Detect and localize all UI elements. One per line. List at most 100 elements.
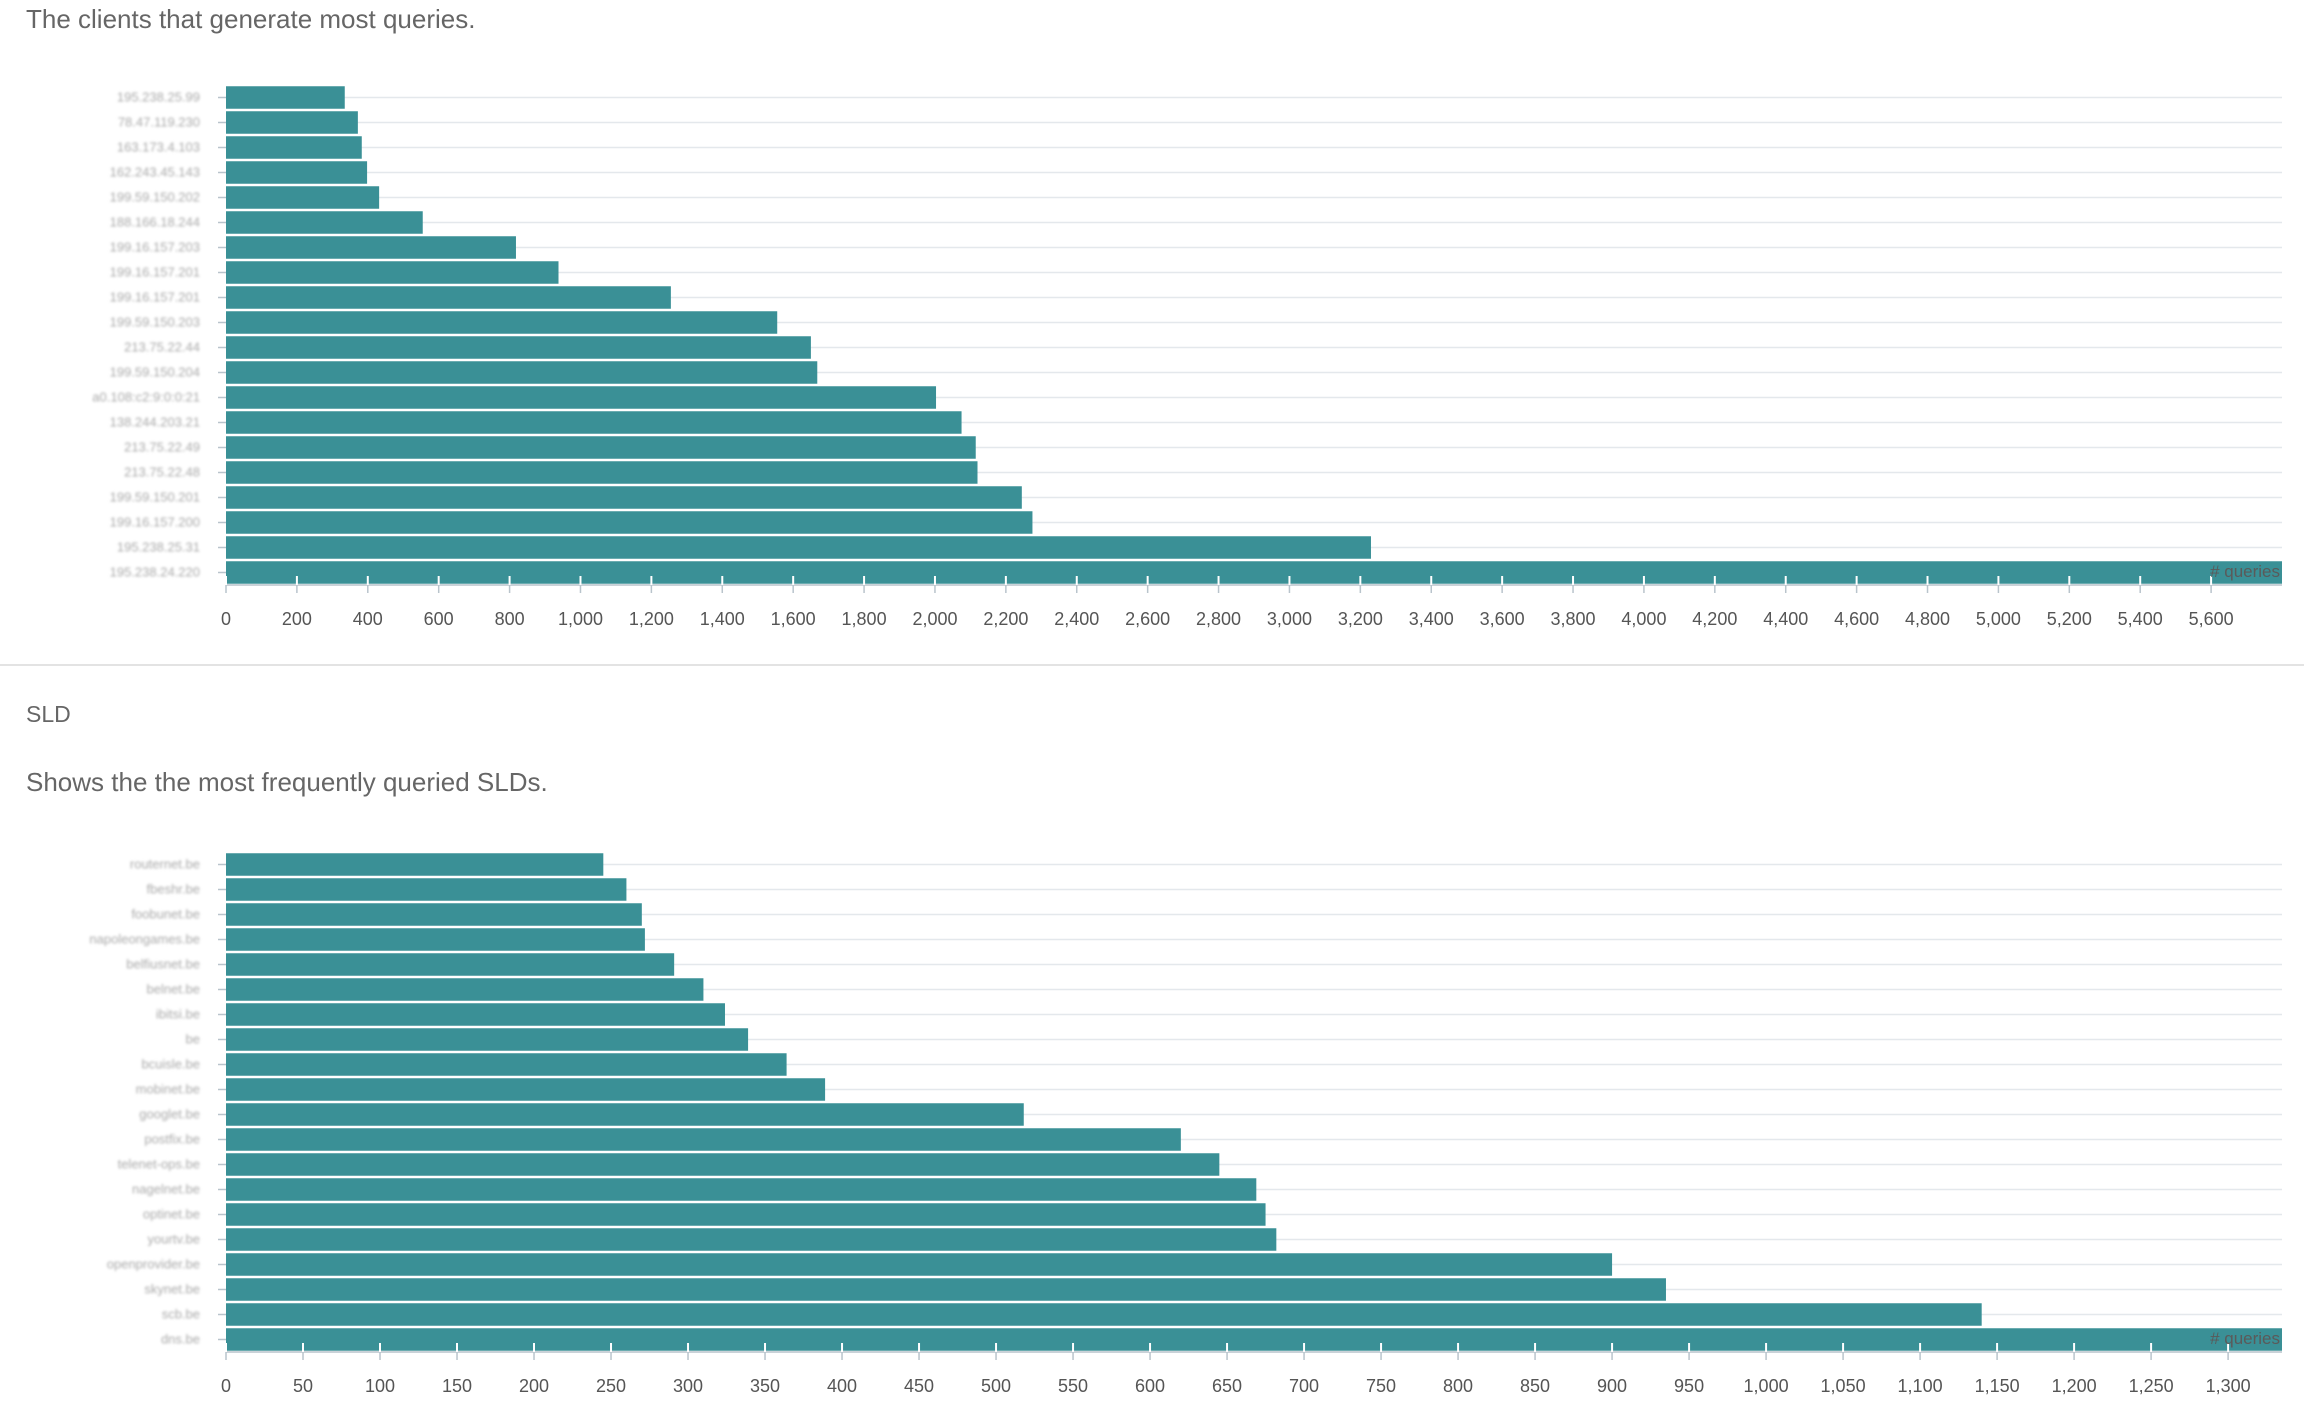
sld-bar[interactable] [226, 1253, 1613, 1276]
sld-bar[interactable] [226, 1203, 1266, 1226]
clients-bar[interactable] [226, 211, 423, 234]
clients-bar-chart: 195.238.25.99 78.47.119.230 163.173.4.103 1… [92, 86, 2282, 629]
clients-bar[interactable] [226, 561, 2282, 584]
sld-x-tick-label: 100 [365, 1376, 395, 1396]
clients-bar[interactable] [226, 386, 937, 409]
clients-x-tick-label: 1,000 [558, 609, 603, 629]
sld-bar[interactable] [226, 1328, 2282, 1351]
sld-bar[interactable] [226, 1303, 1982, 1326]
clients-x-tick-label: 4,800 [1905, 609, 1950, 629]
sld-category-label: postfix.be [144, 1132, 200, 1147]
sld-category-label: bcuisle.be [141, 1057, 200, 1072]
sld-bar[interactable] [226, 903, 642, 926]
sld-section: SLD Shows the the most frequently querie… [0, 667, 2304, 1418]
clients-category-label: 199.59.150.203 [110, 315, 200, 330]
clients-x-tick-label: 2,600 [1125, 609, 1170, 629]
clients-bar[interactable] [226, 111, 358, 134]
sld-bar[interactable] [226, 1228, 1277, 1251]
clients-bar[interactable] [226, 136, 362, 159]
sld-bar[interactable] [226, 1103, 1024, 1126]
clients-x-tick-label: 2,000 [912, 609, 957, 629]
clients-bar[interactable] [226, 436, 976, 459]
sld-x-tick-label: 450 [904, 1376, 934, 1396]
clients-category-label: 188.166.18.244 [110, 215, 200, 230]
sld-bar[interactable] [226, 1128, 1181, 1151]
clients-x-tick-label: 3,200 [1338, 609, 1383, 629]
sld-unit-label: # queries [2210, 1329, 2280, 1348]
clients-x-tick-label: 200 [282, 609, 312, 629]
clients-x-tick-label: 800 [495, 609, 525, 629]
clients-bar[interactable] [226, 261, 559, 284]
clients-bar[interactable] [226, 86, 345, 109]
sld-x-tick-label: 1,200 [2052, 1376, 2097, 1396]
clients-bar[interactable] [226, 311, 778, 334]
clients-x-tick-label: 3,600 [1480, 609, 1525, 629]
sld-x-tick-label: 550 [1058, 1376, 1088, 1396]
sld-category-label: telenet-ops.be [118, 1157, 200, 1172]
clients-description: The clients that generate most queries. [26, 4, 476, 34]
clients-x-tick-label: 4,600 [1834, 609, 1879, 629]
clients-category-label: 199.59.150.202 [110, 190, 200, 205]
sld-category-label: routernet.be [130, 857, 200, 872]
clients-bar[interactable] [226, 236, 516, 259]
clients-x-tick-label: 3,400 [1409, 609, 1454, 629]
clients-bar[interactable] [226, 511, 1033, 534]
sld-x-tick-label: 1,150 [1975, 1376, 2020, 1396]
sld-category-label: openprovider.be [107, 1257, 200, 1272]
clients-x-tick-label: 5,600 [2189, 609, 2234, 629]
sld-bar[interactable] [226, 1153, 1220, 1176]
clients-bar[interactable] [226, 361, 818, 384]
sld-category-label: optinet.be [143, 1207, 200, 1222]
clients-category-label: 199.16.157.201 [110, 265, 200, 280]
sld-bar[interactable] [226, 1078, 826, 1101]
sld-category-label: be [186, 1032, 200, 1047]
clients-category-label: 163.173.4.103 [117, 140, 200, 155]
sld-bar[interactable] [226, 1178, 1257, 1201]
sld-category-label: scb.be [162, 1307, 200, 1322]
clients-category-label: 199.16.157.200 [110, 515, 200, 530]
clients-x-tick-label: 2,400 [1054, 609, 1099, 629]
clients-bar[interactable] [226, 411, 962, 434]
sld-bar[interactable] [226, 1053, 787, 1076]
clients-bar[interactable] [226, 161, 368, 184]
clients-unit-label: # queries [2210, 562, 2280, 581]
sld-category-label: belnet.be [147, 982, 201, 997]
clients-bar[interactable] [226, 186, 380, 209]
clients-bar[interactable] [226, 486, 1022, 509]
sld-category-label: mobinet.be [136, 1082, 200, 1097]
clients-bar[interactable] [226, 286, 671, 309]
clients-bar[interactable] [226, 461, 978, 484]
section-divider [0, 664, 2304, 666]
clients-x-tick-label: 3,000 [1267, 609, 1312, 629]
clients-x-tick-label: 2,800 [1196, 609, 1241, 629]
sld-bar[interactable] [226, 928, 645, 951]
sld-category-label: napoleongames.be [89, 932, 200, 947]
clients-x-tick-label: 4,400 [1763, 609, 1808, 629]
clients-bar[interactable] [226, 336, 811, 359]
sld-category-label: googlet.be [139, 1107, 200, 1122]
clients-x-tick-label: 1,600 [771, 609, 816, 629]
sld-bar[interactable] [226, 1028, 749, 1051]
clients-x-tick-label: 600 [424, 609, 454, 629]
sld-bar[interactable] [226, 1003, 725, 1026]
clients-category-label: 195.238.25.99 [117, 90, 200, 105]
clients-category-label: 213.75.22.49 [124, 440, 200, 455]
sld-bar[interactable] [226, 953, 675, 976]
sld-x-tick-label: 50 [293, 1376, 313, 1396]
sld-bar[interactable] [226, 878, 627, 901]
sld-bar[interactable] [226, 1278, 1666, 1301]
sld-x-tick-label: 950 [1674, 1376, 1704, 1396]
sld-bar[interactable] [226, 978, 704, 1001]
clients-x-tick-label: 0 [221, 609, 231, 629]
sld-category-label: skynet.be [144, 1282, 200, 1297]
clients-category-label: 78.47.119.230 [118, 115, 200, 130]
clients-x-tick-label: 5,200 [2047, 609, 2092, 629]
sld-x-tick-label: 500 [981, 1376, 1011, 1396]
sld-x-tick-label: 1,000 [1744, 1376, 1789, 1396]
clients-x-tick-label: 5,000 [1976, 609, 2021, 629]
sld-category-label: ibitsi.be [156, 1007, 200, 1022]
clients-bar[interactable] [226, 536, 1371, 559]
sld-bar[interactable] [226, 853, 604, 876]
clients-x-tick-label: 4,200 [1692, 609, 1737, 629]
sld-x-tick-label: 400 [827, 1376, 857, 1396]
